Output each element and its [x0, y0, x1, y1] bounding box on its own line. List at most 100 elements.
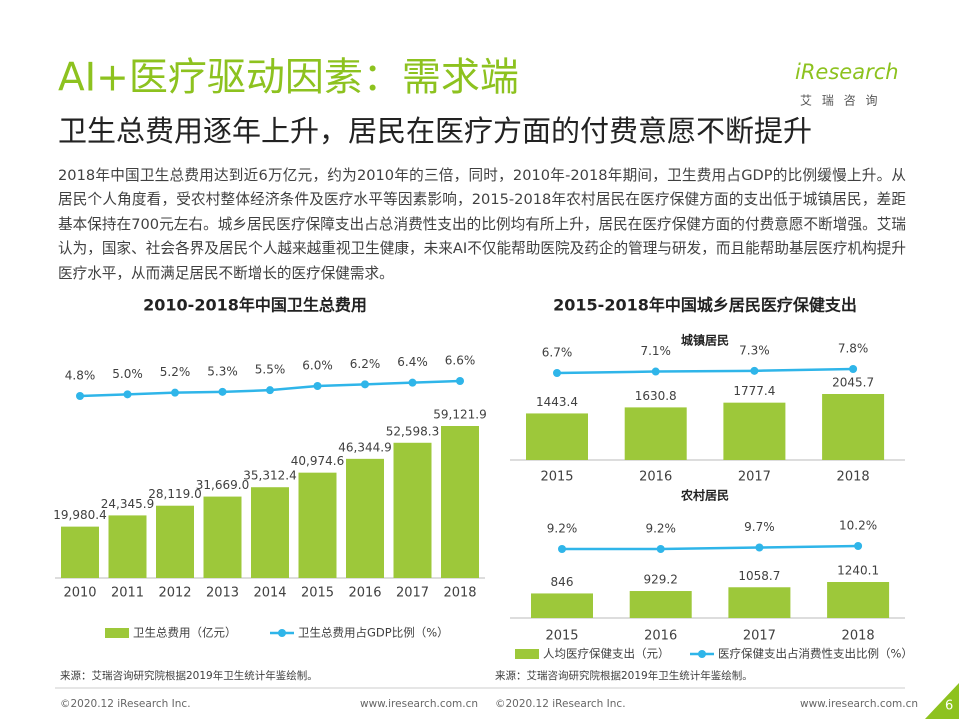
chart-title: 2010-2018年中国卫生总费用	[143, 296, 367, 315]
data-label: 6.4%	[397, 355, 428, 369]
data-label: 6.2%	[350, 357, 381, 371]
data-label: 19,980.4	[53, 508, 106, 522]
data-label: 24,345.9	[101, 497, 154, 511]
x-tick-label: 2017	[396, 586, 429, 601]
source: 来源：艾瑞咨询研究院根据2019年卫生统计年鉴绘制。	[495, 669, 753, 682]
x-tick-label: 2015	[545, 629, 578, 644]
bar	[61, 526, 99, 578]
subtitle: 卫生总费用逐年上升，居民在医疗方面的付费意愿不断提升	[58, 114, 812, 148]
data-label: 46,344.9	[338, 440, 391, 454]
bar	[203, 496, 242, 578]
data-label: 7.8%	[838, 342, 869, 356]
line-point	[750, 366, 759, 375]
data-label: 40,974.6	[291, 454, 344, 468]
data-label: 5.0%	[112, 367, 143, 381]
line-point	[218, 387, 227, 396]
x-tick-label: 2015	[301, 586, 334, 601]
chart-subtitle: 城镇居民	[681, 333, 729, 348]
data-label: 846	[551, 575, 574, 589]
bar	[346, 458, 384, 578]
copyright: ©2020.12 iResearch Inc.	[60, 698, 191, 710]
line-point	[266, 386, 274, 395]
line-point	[171, 388, 179, 397]
body-text: 2018年中国卫生总费用达到近6万亿元，约为2010年的三倍，同时，2010年-…	[58, 167, 906, 282]
line-point	[854, 542, 863, 550]
legend-label: 卫生总费用占GDP比例（%）	[298, 626, 449, 640]
chart-title: 2015-2018年中国城乡居民医疗保健支出	[553, 296, 857, 315]
data-label: 1240.1	[837, 564, 879, 578]
data-label: 6.7%	[542, 346, 573, 360]
data-label: 6.0%	[302, 359, 333, 373]
data-label: 5.2%	[160, 365, 191, 379]
data-label: 1630.8	[635, 389, 677, 403]
x-tick-label: 2018	[837, 470, 870, 485]
data-label: 59,121.9	[433, 408, 486, 422]
line	[556, 367, 854, 375]
data-label: 7.3%	[739, 343, 770, 357]
x-tick-label: 2015	[540, 470, 573, 485]
data-label: 7.1%	[640, 344, 671, 358]
data-label: 5.5%	[255, 363, 286, 377]
line-point	[553, 369, 561, 377]
legend-swatch	[698, 650, 706, 658]
copyright: ©2020.12 iResearch Inc.	[495, 698, 626, 710]
logo: iResearch	[795, 60, 899, 84]
data-label: 52,598.3	[386, 424, 439, 438]
x-tick-label: 2016	[644, 629, 677, 644]
x-tick-label: 2012	[158, 586, 191, 601]
x-tick-label: 2016	[639, 470, 672, 485]
data-label: 1777.4	[733, 384, 775, 398]
bar	[441, 426, 479, 578]
bar	[629, 591, 692, 618]
line-point	[361, 380, 369, 389]
line-point	[651, 367, 660, 376]
data-label: 6.6%	[445, 354, 476, 368]
line-point	[76, 392, 84, 400]
bar	[108, 515, 147, 578]
bar	[393, 442, 432, 578]
line-point	[408, 378, 417, 387]
data-label: 31,669.0	[196, 478, 249, 492]
chart-subtitle: 农村居民	[680, 488, 729, 503]
data-label: 10.2%	[839, 519, 877, 533]
line-point	[123, 390, 132, 399]
data-label: 4.8%	[65, 369, 96, 383]
x-tick-label: 2017	[738, 470, 771, 485]
page-number: 6	[945, 699, 953, 714]
line-point	[656, 545, 665, 553]
line-point	[313, 382, 322, 390]
data-label: 9.2%	[547, 522, 578, 536]
logo-tagline: 艾 瑞 咨 询	[800, 93, 880, 108]
corner	[925, 683, 959, 719]
data-label: 1058.7	[738, 569, 780, 583]
x-tick-label: 2010	[63, 586, 96, 601]
bar	[298, 472, 337, 578]
line	[562, 544, 859, 551]
bar	[723, 402, 786, 460]
source: 来源：艾瑞咨询研究院根据2019年卫生统计年鉴绘制。	[60, 669, 318, 682]
x-tick-label: 2018	[443, 586, 476, 601]
legend-label: 人均医疗保健支出（元）	[543, 647, 670, 661]
line-point	[558, 545, 566, 553]
legend-swatch	[515, 649, 539, 659]
x-tick-label: 2011	[111, 586, 144, 601]
data-label: 2045.7	[832, 376, 874, 390]
data-label: 9.7%	[744, 520, 775, 534]
line-point	[456, 377, 464, 385]
bar	[624, 407, 687, 460]
bar	[156, 505, 194, 578]
x-tick-label: 2017	[743, 629, 776, 644]
line-point	[755, 543, 764, 552]
line-point	[849, 365, 858, 373]
legend-swatch	[105, 628, 129, 638]
bar	[827, 582, 890, 618]
bar	[251, 487, 289, 578]
x-tick-label: 2013	[206, 586, 239, 601]
data-label: 9.2%	[645, 522, 676, 536]
title: AI+医疗驱动因素：需求端	[58, 56, 519, 101]
data-label: 35,312.4	[243, 469, 296, 483]
x-tick-label: 2016	[348, 586, 381, 601]
x-tick-label: 2014	[253, 586, 286, 601]
